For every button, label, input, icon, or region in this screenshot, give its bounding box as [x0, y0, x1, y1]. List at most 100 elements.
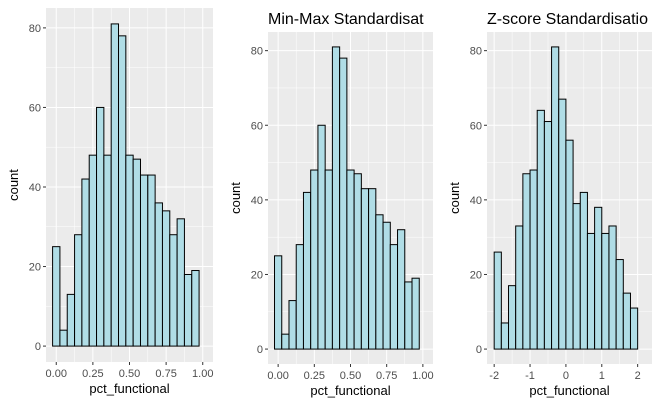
histogram-bar: [274, 255, 283, 350]
histogram-bar: [96, 106, 105, 347]
histogram-bar: [302, 191, 312, 350]
histogram-bar: [288, 300, 297, 350]
histogram-bar: [324, 169, 333, 350]
histogram-bar: [493, 251, 502, 350]
y-tick-label: 40: [470, 195, 482, 207]
y-tick-label: 20: [251, 269, 263, 281]
histogram-bar: [310, 169, 319, 350]
y-tick-label: 20: [29, 262, 41, 274]
y-tick-label: 0: [257, 344, 263, 356]
chart-panel-1: 0 20 40 60 80 0.00 0.25 0.50 0.75 1.00 pct_functio…: [6, 8, 213, 396]
y-tick-label: 40: [251, 195, 263, 207]
histogram-bar: [191, 270, 200, 347]
histogram-bar: [536, 109, 545, 350]
x-axis-label: pct_functional: [89, 381, 169, 396]
histogram-bar: [543, 121, 553, 350]
x-tick-label: 1.00: [192, 368, 213, 380]
histogram-bar: [615, 259, 624, 350]
histogram-bar: [368, 188, 377, 350]
y-tick-label: 80: [470, 46, 482, 58]
histogram-bar: [500, 322, 510, 350]
histogram-bar: [132, 158, 141, 347]
x-axis-label: pct_functional: [529, 383, 609, 398]
histogram-bar: [522, 173, 531, 350]
histogram-bar: [594, 206, 603, 350]
histogram-bar: [147, 174, 156, 347]
y-axis-label: count: [6, 169, 21, 201]
x-tick-label: 0.50: [119, 368, 140, 380]
y-axis-label: count: [228, 182, 243, 214]
histogram-bar: [139, 174, 149, 347]
histogram-bar: [346, 169, 355, 350]
x-tick-label: 0: [563, 370, 569, 382]
y-tick-label: 20: [470, 269, 482, 281]
histogram-bar: [572, 203, 581, 350]
x-tick-label: 0.00: [267, 370, 288, 382]
histogram-bar: [508, 285, 517, 350]
histogram-bar: [389, 244, 399, 350]
y-tick-label: 80: [251, 46, 263, 58]
chart-title: Min-Max Standardisat: [268, 11, 424, 28]
histogram-bar: [295, 244, 304, 350]
chart-title: Z-score Standardisatio: [487, 11, 648, 28]
histogram-bar: [183, 273, 193, 347]
histogram-bar: [404, 281, 413, 350]
histogram-bar: [88, 154, 98, 347]
x-tick-label: -2: [489, 370, 499, 382]
histogram-bar: [103, 154, 112, 347]
histogram-bar: [110, 23, 120, 347]
x-tick-label: 0.75: [155, 368, 176, 380]
histogram-bar: [52, 246, 61, 347]
histogram-bar: [629, 307, 639, 350]
histogram-bar: [66, 293, 76, 347]
histogram-bar: [161, 210, 171, 347]
histogram-bar: [529, 169, 538, 350]
x-tick-label: 0.75: [376, 370, 397, 382]
histogram-bar: [281, 333, 290, 350]
histogram-bar: [586, 232, 596, 350]
histogram-bar: [169, 234, 178, 347]
histogram-bar: [339, 57, 348, 350]
chart-panel-2: 0 20 40 60 80 0.00 0.25 0.50 0.75 1.00 pct_functio…: [228, 11, 434, 398]
histogram-bar: [317, 124, 326, 350]
x-tick-label: -1: [525, 370, 535, 382]
x-tick-label: 0.25: [304, 370, 325, 382]
histogram-bar: [579, 191, 588, 350]
histogram-bar: [118, 35, 127, 347]
histogram-bar: [515, 225, 524, 350]
histogram-bar: [608, 225, 617, 350]
x-tick-label: 1.00: [412, 370, 433, 382]
histogram-bar: [397, 229, 406, 350]
histogram-bar: [331, 46, 341, 350]
x-axis-label: pct_functional: [310, 383, 390, 398]
histogram-bar: [154, 202, 163, 347]
y-tick-label: 60: [251, 120, 263, 132]
x-tick-label: 2: [635, 370, 641, 382]
histogram-bar: [558, 98, 567, 350]
x-tick-label: 0.00: [46, 368, 67, 380]
histogram-bar: [551, 46, 560, 350]
y-tick-label: 60: [470, 120, 482, 132]
x-tick-label: 0.50: [340, 370, 361, 382]
histogram-bar: [176, 218, 185, 347]
y-axis-label: count: [447, 182, 462, 214]
histogram-bar: [411, 277, 420, 350]
histogram-bar: [601, 232, 610, 350]
histogram-bar: [125, 154, 134, 347]
histogram-bar: [375, 214, 384, 350]
histogram-bar: [360, 188, 370, 350]
y-tick-label: 40: [29, 182, 41, 194]
histogram-bar: [81, 178, 90, 347]
histogram-bar: [565, 139, 574, 350]
y-tick-label: 80: [29, 23, 41, 35]
y-tick-label: 0: [476, 344, 482, 356]
histogram-bar: [622, 292, 631, 350]
histogram-bar: [382, 221, 391, 350]
x-tick-label: 0.25: [82, 368, 103, 380]
y-tick-label: 60: [29, 102, 41, 114]
histogram-bar: [59, 329, 68, 347]
chart-panel-3: 0 20 40 60 80 -2 -1 0 1 2 pct_functional count Z-sco…: [447, 11, 652, 398]
y-tick-label: 0: [35, 341, 41, 353]
